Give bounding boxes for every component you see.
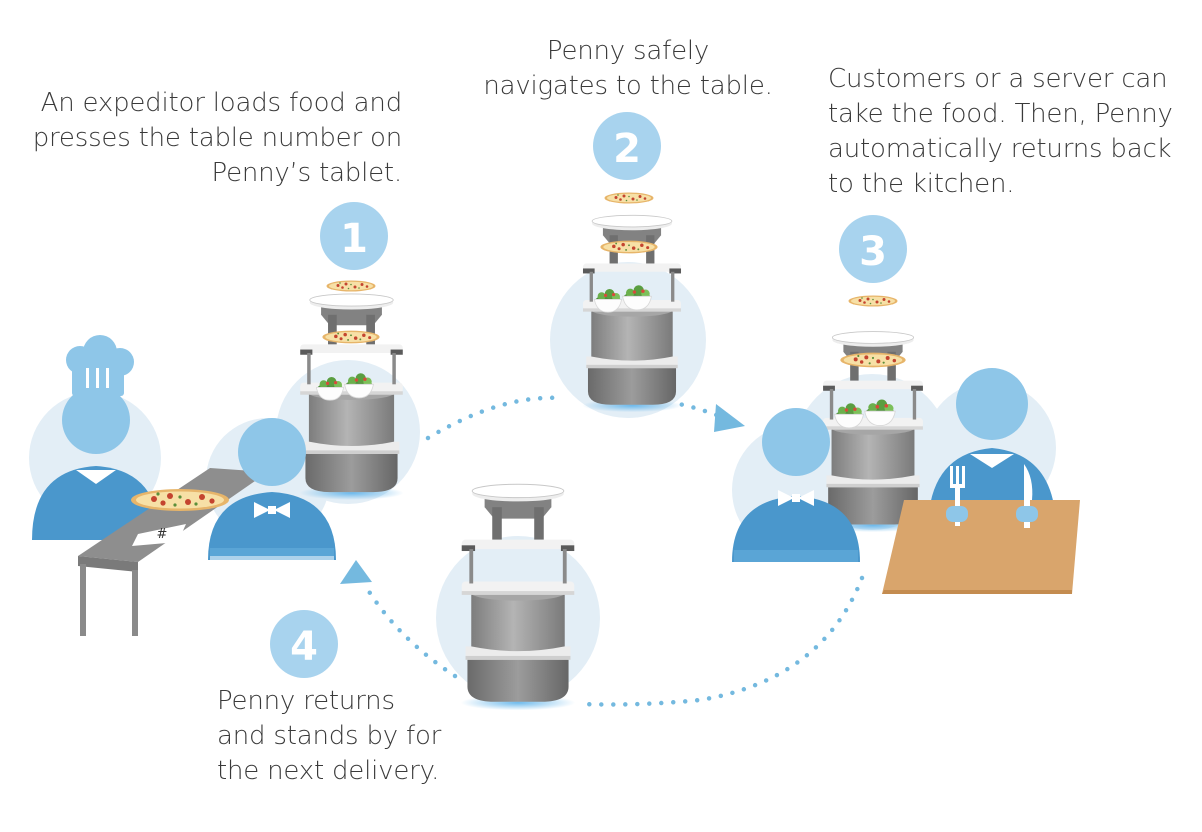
robot-1 (298, 293, 405, 501)
step-1-caption-line: Penny’s tablet. (211, 158, 403, 188)
chef-hat-icon (66, 335, 134, 396)
step-4-caption-line: Penny returns (217, 686, 395, 716)
svg-text:2: 2 (613, 126, 641, 172)
dotted-path-4-to-1 (365, 587, 458, 679)
step-2-caption-line: navigates to the table. (483, 71, 773, 101)
step-1-caption: An expeditor loads food and presses the … (20, 86, 402, 191)
step-4-caption: Penny returns and stands by for the next… (217, 684, 497, 789)
bowtie-icon (778, 490, 814, 506)
step-3-caption-line: to the kitchen. (828, 169, 1015, 199)
server-3-figure (732, 408, 860, 562)
svg-text:3: 3 (859, 229, 887, 275)
robot-3-top-pizza (848, 295, 898, 307)
svg-text:4: 4 (290, 624, 318, 670)
dotted-path-3-to-4 (577, 575, 865, 707)
step-3-caption-line: take the food. Then, Penny (828, 99, 1173, 129)
bowtie-icon (254, 502, 290, 518)
dotted-path-1-to-2 (425, 395, 563, 441)
step-1-scene: # (29, 280, 420, 636)
step-1-caption-line: presses the table number on (32, 123, 402, 153)
step-3-caption: Customers or a server can take the food.… (828, 62, 1188, 202)
step-1-badge: 1 (320, 202, 388, 270)
step-2-caption-line: Penny safely (546, 36, 710, 66)
step-3-scene (732, 295, 1080, 594)
step-4-caption-line: the next delivery. (217, 756, 440, 786)
robot-4 (460, 483, 576, 711)
chef-figure (32, 335, 160, 540)
fork-icon (946, 466, 968, 526)
pizza-on-counter (131, 489, 229, 511)
knife-icon (1016, 464, 1038, 528)
robot-2-top-pizza (604, 192, 654, 204)
step-2-caption: Penny safely navigates to the table. (470, 34, 786, 104)
server-1-figure (208, 418, 336, 560)
table-number-card: # (132, 524, 186, 546)
arrow-to-1-icon (340, 560, 372, 584)
step-3-caption-line: automatically returns back (828, 134, 1172, 164)
robot-1-mid-pizza (322, 330, 380, 344)
step-3-caption-line: Customers or a server can (828, 64, 1168, 94)
step-2-scene (550, 192, 706, 418)
robot-1-top-pizza (326, 280, 376, 292)
step-2-badge: 2 (593, 112, 661, 180)
arrow-to-3-icon (714, 404, 745, 432)
step-4-scene (436, 483, 600, 711)
table-number-tag: # (157, 527, 168, 542)
robot-3-mid-pizza (840, 352, 906, 368)
dining-table (882, 500, 1080, 594)
kitchen-counter: # (78, 468, 268, 636)
loop-path (340, 395, 865, 707)
robot-2-mid-pizza (600, 240, 658, 254)
step-4-caption-line: and stands by for (217, 721, 442, 751)
step-3-badge: 3 (839, 215, 907, 283)
step-4-badge: 4 (270, 610, 338, 678)
svg-text:1: 1 (340, 216, 368, 262)
step-1-caption-line: An expeditor loads food and (40, 88, 403, 118)
